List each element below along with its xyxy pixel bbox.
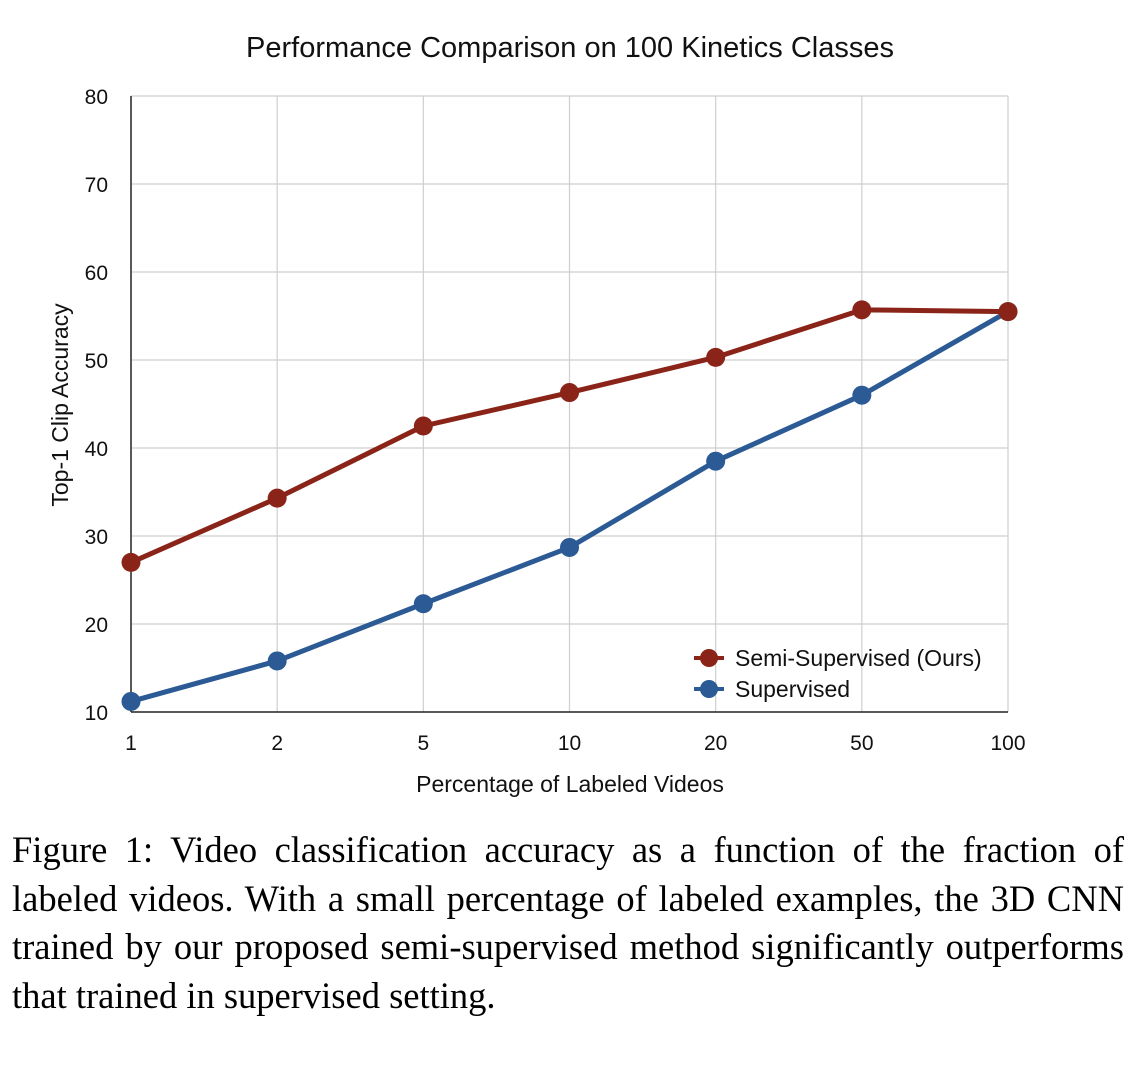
legend-label: Supervised <box>735 676 850 702</box>
data-point <box>998 302 1018 322</box>
y-tick-labels: 10 20 30 40 50 60 70 80 <box>85 86 108 725</box>
caption-text: Video classification accuracy as a funct… <box>12 829 1125 1016</box>
series-semi-supervised <box>121 300 1018 572</box>
x-tick-label: 5 <box>417 732 429 755</box>
y-tick-label: 30 <box>85 526 108 549</box>
chart: Performance Comparison on 100 Kinetics C… <box>47 32 1026 797</box>
y-tick-label: 20 <box>85 614 108 637</box>
data-point <box>413 416 433 436</box>
legend-item: Semi-Supervised (Ours) <box>694 645 982 671</box>
y-tick-label: 60 <box>85 262 108 285</box>
legend-swatch-marker <box>700 680 718 698</box>
data-point <box>706 451 726 471</box>
x-tick-label: 50 <box>850 732 873 755</box>
legend-swatch-marker <box>700 649 718 667</box>
series-layer <box>121 300 1018 711</box>
legend-label: Semi-Supervised (Ours) <box>735 645 982 671</box>
data-point <box>560 383 579 403</box>
y-tick-label: 70 <box>85 174 108 197</box>
y-tick-label: 10 <box>85 702 108 725</box>
legend: Semi-Supervised (Ours) Supervised <box>694 645 982 702</box>
figure-caption: Figure 1: Video classification accuracy … <box>12 826 1124 1020</box>
y-tick-label: 50 <box>85 350 108 373</box>
data-point <box>413 594 433 614</box>
data-point <box>560 537 579 557</box>
y-tick-label: 80 <box>85 86 108 109</box>
y-axis-label: Top-1 Clip Accuracy <box>47 303 73 507</box>
x-tick-label: 10 <box>558 732 581 755</box>
x-tick-label: 20 <box>704 732 727 755</box>
data-point <box>852 300 872 320</box>
data-point <box>267 651 287 671</box>
data-point <box>121 552 141 572</box>
x-axis-label: Percentage of Labeled Videos <box>416 771 724 797</box>
x-tick-label: 1 <box>125 732 137 755</box>
data-point <box>121 691 141 711</box>
legend-item: Supervised <box>694 676 850 702</box>
grid <box>131 95 1009 712</box>
data-point <box>706 347 726 367</box>
x-tick-label: 100 <box>990 732 1025 755</box>
data-point <box>267 488 287 508</box>
x-tick-label: 2 <box>271 732 283 755</box>
caption-label: Figure 1: <box>12 829 154 870</box>
y-tick-label: 40 <box>85 438 108 461</box>
axes <box>130 96 1008 713</box>
x-tick-labels: 1 2 5 10 20 50 100 <box>125 732 1025 755</box>
data-point <box>852 385 872 405</box>
chart-title: Performance Comparison on 100 Kinetics C… <box>246 32 894 64</box>
